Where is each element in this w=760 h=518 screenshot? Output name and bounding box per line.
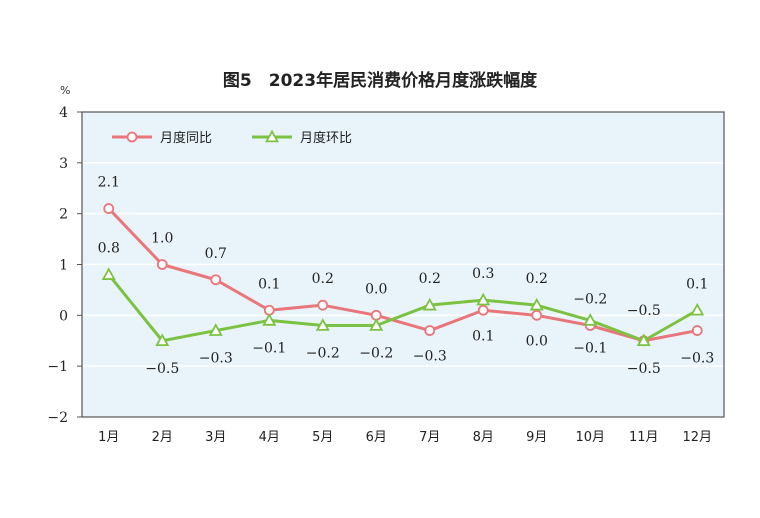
legend: 月度同比 月度环比	[112, 129, 352, 146]
data-point	[210, 274, 222, 286]
data-label: −0.5	[145, 361, 179, 377]
x-tick-label: 5月	[312, 430, 333, 445]
data-point	[636, 333, 651, 347]
x-tick-label: 9月	[526, 430, 547, 445]
legend-marker	[126, 131, 138, 143]
data-point	[424, 325, 436, 336]
y-axis-unit: %	[60, 84, 71, 97]
chart-title: 图5 2023年居民消费价格月度涨跌幅度	[222, 71, 538, 91]
y-tick-label: 1	[59, 258, 68, 274]
y-tick-label: 0	[59, 308, 68, 324]
x-tick-label: 2月	[152, 430, 173, 445]
x-tick-label: 8月	[473, 430, 494, 445]
legend-marker	[264, 129, 280, 143]
x-tick-label: 4月	[259, 430, 280, 445]
data-label: −0.5	[627, 361, 661, 377]
x-tick-label: 1月	[98, 430, 119, 445]
data-label: −0.3	[199, 351, 233, 367]
data-label: 0.1	[258, 276, 280, 292]
data-label: −0.5	[627, 303, 661, 319]
data-point	[691, 325, 703, 336]
data-label: −0.3	[680, 351, 714, 367]
series	[101, 203, 705, 347]
data-point	[690, 302, 705, 316]
data-label: −0.1	[573, 340, 607, 356]
data-label: 0.7	[205, 246, 227, 262]
data-point	[477, 304, 489, 316]
data-label: −0.3	[413, 349, 447, 365]
data-label: 0.2	[526, 271, 548, 287]
data-label: 0.0	[365, 281, 387, 297]
legend-item: 月度环比	[252, 129, 352, 146]
data-point	[155, 333, 170, 347]
x-tick-label: 6月	[366, 430, 387, 445]
data-point	[476, 292, 491, 306]
data-label: −0.1	[252, 340, 286, 356]
data-point	[262, 313, 277, 326]
legend-label: 月度同比	[160, 130, 212, 146]
data-point	[156, 259, 168, 270]
y-axis: −2 −1 0 1 2 3 4	[47, 105, 82, 426]
data-point	[369, 318, 384, 331]
y-tick-label: 3	[59, 156, 68, 172]
data-label: 0.0	[526, 333, 548, 349]
data-label: 0.2	[312, 271, 334, 287]
data-label: 0.8	[98, 241, 120, 257]
legend-item: 月度同比	[112, 130, 212, 146]
data-point	[583, 313, 598, 326]
data-label: 0.2	[419, 271, 441, 287]
series-line	[107, 207, 698, 343]
data-point	[101, 267, 116, 280]
data-label: −0.2	[306, 346, 340, 362]
data-point	[529, 297, 544, 311]
series-mom	[101, 267, 705, 347]
data-point	[315, 318, 330, 331]
x-tick-label: 11月	[629, 430, 659, 445]
data-label: 0.1	[686, 276, 708, 292]
y-tick-label: −1	[47, 359, 68, 375]
data-label: 2.1	[98, 175, 120, 191]
data-label: 0.3	[472, 266, 494, 282]
data-point	[208, 323, 223, 336]
y-tick-label: 4	[59, 105, 68, 121]
x-tick-label: 3月	[205, 430, 226, 445]
data-labels: 2.1 1.0 0.7 0.1 0.2 0.0 −0.3 0.1 0.0 −0.2 −0.5 −0.3…	[98, 175, 715, 377]
y-tick-label: −2	[47, 410, 68, 426]
data-point	[531, 309, 543, 321]
series-line	[107, 273, 698, 343]
x-tick-label: 12月	[682, 430, 712, 445]
x-tick-label: 7月	[419, 430, 440, 445]
data-label: −0.2	[573, 292, 607, 308]
data-label: −0.2	[359, 346, 393, 362]
data-label: 1.0	[151, 231, 173, 247]
y-tick-label: 2	[59, 207, 68, 223]
legend-label: 月度环比	[300, 130, 352, 146]
x-axis: 1月 2月 3月 4月 5月 6月 7月 8月 9月 10月 11月 12月	[98, 430, 712, 445]
data-point	[317, 299, 329, 311]
data-point	[103, 203, 115, 214]
data-point	[422, 297, 437, 311]
data-label: 0.1	[472, 328, 494, 344]
x-tick-label: 10月	[575, 430, 605, 445]
